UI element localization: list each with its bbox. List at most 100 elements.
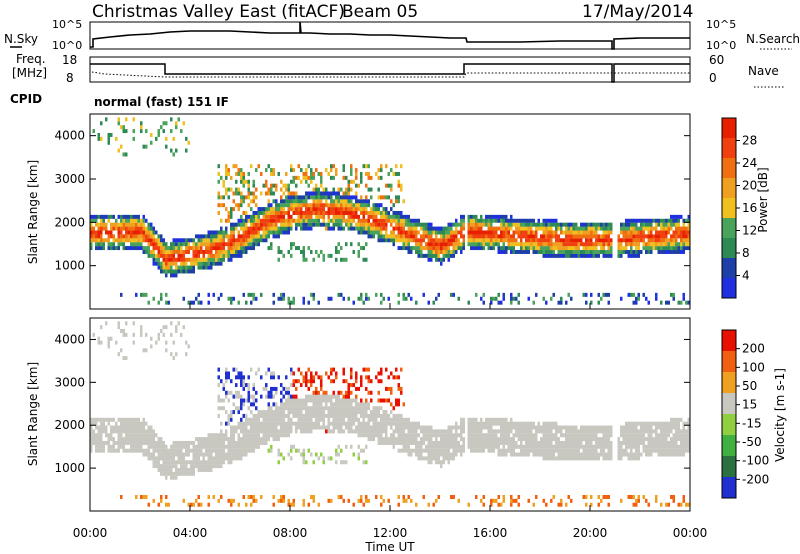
power-cell [452, 238, 455, 243]
velocity-cell [467, 440, 470, 445]
velocity-cell [597, 494, 600, 499]
velocity-cell [532, 448, 535, 453]
power-cell [245, 238, 248, 243]
velocity-cell [272, 413, 275, 418]
velocity-cell [522, 425, 525, 430]
power-cell [642, 292, 645, 297]
velocity-cell [510, 444, 513, 449]
power-cell [625, 222, 628, 227]
velocity-cell [102, 425, 105, 430]
velocity-cell [347, 421, 350, 426]
velocity-cell [372, 406, 375, 411]
velocity-cell [525, 452, 528, 457]
power-cell [467, 238, 470, 243]
velocity-cell [175, 467, 178, 472]
power-cell [157, 300, 160, 305]
power-cell [427, 249, 430, 254]
velocity-cell [477, 448, 480, 453]
power-cell [430, 230, 433, 235]
velocity-cell [397, 383, 400, 388]
velocity-cell [455, 452, 458, 457]
velocity-cell [227, 456, 230, 461]
velocity-cell [315, 394, 318, 399]
velocity-cell [247, 417, 250, 422]
power-cell [547, 242, 550, 247]
power-cell [307, 222, 310, 227]
power-cell [370, 230, 373, 235]
velocity-cell [460, 448, 463, 453]
velocity-cell [270, 425, 273, 430]
velocity-cell [520, 429, 523, 434]
velocity-cell [192, 440, 195, 445]
power-cell [217, 210, 220, 215]
power-cell [227, 171, 230, 176]
power-cell [677, 218, 680, 223]
power-cell [312, 218, 315, 223]
power-cell [647, 218, 650, 223]
power-cell [302, 210, 305, 215]
velocity-cell [610, 452, 613, 457]
power-cell [255, 203, 258, 208]
power-cell [285, 222, 288, 227]
power-cell [647, 222, 650, 227]
velocity-cell [427, 448, 430, 453]
power-cell [487, 246, 490, 251]
velocity-cell [187, 444, 190, 449]
velocity-cell [535, 440, 538, 445]
velocity-cell [107, 437, 110, 442]
velocity-cell [342, 460, 345, 465]
power-cell [287, 207, 290, 212]
velocity-cell [307, 386, 310, 391]
power-cell [422, 246, 425, 251]
power-cell [95, 214, 98, 219]
power-cell [600, 242, 603, 247]
power-cell [295, 207, 298, 212]
power-cell [315, 214, 318, 219]
power-cell [232, 296, 235, 301]
velocity-cell [240, 406, 243, 411]
velocity-cell [415, 440, 418, 445]
power-cell [512, 218, 515, 223]
power-cell [235, 242, 238, 247]
power-cell [512, 230, 515, 235]
velocity-cell [205, 464, 208, 469]
power-cell [357, 253, 360, 258]
velocity-cell [362, 448, 365, 453]
velocity-cell [347, 383, 350, 388]
power-cell [362, 218, 365, 223]
velocity-cell [140, 433, 143, 438]
power-cell [660, 234, 663, 239]
power-cell [220, 230, 223, 235]
velocity-cell [360, 383, 363, 388]
power-cell [192, 253, 195, 258]
power-cell [360, 210, 363, 215]
velocity-cell [317, 375, 320, 380]
velocity-cell [97, 444, 100, 449]
velocity-cell [137, 437, 140, 442]
power-cell [297, 195, 300, 200]
velocity-cell [467, 444, 470, 449]
velocity-cell [122, 429, 125, 434]
power-cell [187, 238, 190, 243]
power-cell [100, 246, 103, 251]
power-cell [600, 222, 603, 227]
velocity-cell [640, 433, 643, 438]
velocity-cell [375, 410, 378, 415]
power-cell [687, 300, 690, 305]
power-cell [212, 257, 215, 262]
power-cell [405, 214, 408, 219]
velocity-cell [457, 440, 460, 445]
power-cell [547, 218, 550, 223]
velocity-cell [157, 444, 160, 449]
velocity-cell [380, 413, 383, 418]
power-cell [675, 222, 678, 227]
power-cell [655, 246, 658, 251]
power-cell [247, 242, 250, 247]
velocity-cell [380, 440, 383, 445]
power-cell [550, 234, 553, 239]
power-cell [302, 218, 305, 223]
power-cell [90, 222, 93, 227]
velocity-cell [182, 456, 185, 461]
velocity-cell [220, 406, 223, 411]
power-cell [202, 234, 205, 239]
